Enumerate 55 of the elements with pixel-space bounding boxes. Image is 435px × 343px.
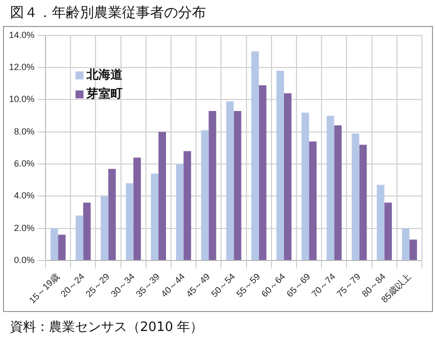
bar [100, 196, 108, 260]
x-tick-label: 20～24 [58, 271, 86, 299]
y-tick-label: 0.0% [14, 254, 35, 265]
x-tick-label: 75～79 [334, 271, 362, 299]
legend-label: 芽室町 [86, 86, 123, 101]
x-tick-label: 15～19歳 [27, 271, 62, 306]
y-tick-label: 10.0% [8, 94, 35, 104]
x-tick-label: 65～69 [284, 271, 312, 299]
bar [176, 164, 184, 260]
bar [326, 116, 334, 260]
bar [352, 133, 360, 260]
x-tick-label: 35～39 [134, 271, 162, 299]
chart-title: 図４．年齢別農業従事者の分布 [10, 4, 206, 22]
y-tick-label: 8.0% [14, 126, 35, 136]
bar [402, 228, 410, 260]
bar [226, 101, 234, 260]
x-tick-label: 40～44 [159, 271, 187, 299]
bar [126, 183, 134, 260]
text: 資料：農業センサス（2010 年） [10, 319, 204, 336]
bar [384, 202, 392, 260]
bar [309, 142, 317, 260]
x-tick-label: 45～49 [184, 271, 212, 299]
bar [302, 112, 310, 260]
bar [276, 70, 284, 260]
bar [133, 158, 141, 260]
y-tick-label: 6.0% [14, 158, 35, 168]
y-tick-label: 14.0% [8, 30, 35, 40]
bar [83, 202, 91, 260]
bar [184, 151, 192, 260]
y-tick-label: 2.0% [14, 222, 35, 233]
bar [201, 130, 209, 260]
x-tick-label: 30～34 [108, 271, 137, 299]
legend-label: 北海道 [86, 68, 124, 82]
bar [158, 132, 166, 260]
y-tick-label: 4.0% [14, 190, 35, 201]
bar [234, 110, 242, 260]
bar [58, 234, 66, 260]
bar [334, 125, 342, 260]
bar [76, 215, 84, 260]
x-tick-label: 50～54 [209, 271, 237, 299]
x-tick-label: 60～64 [260, 271, 288, 299]
bar [50, 228, 58, 260]
bar [150, 174, 158, 260]
x-tick-label: 25～29 [84, 271, 112, 299]
bar [108, 168, 116, 260]
x-tick-label: 70～74 [310, 271, 338, 299]
bar [359, 144, 367, 260]
y-tick-label: 12.0% [8, 62, 35, 72]
bar [251, 51, 259, 260]
bar [258, 85, 266, 260]
bar [284, 93, 292, 260]
bar [409, 240, 417, 260]
x-tick-label: 55～59 [234, 271, 262, 299]
bar [208, 110, 216, 260]
bar [376, 184, 384, 260]
